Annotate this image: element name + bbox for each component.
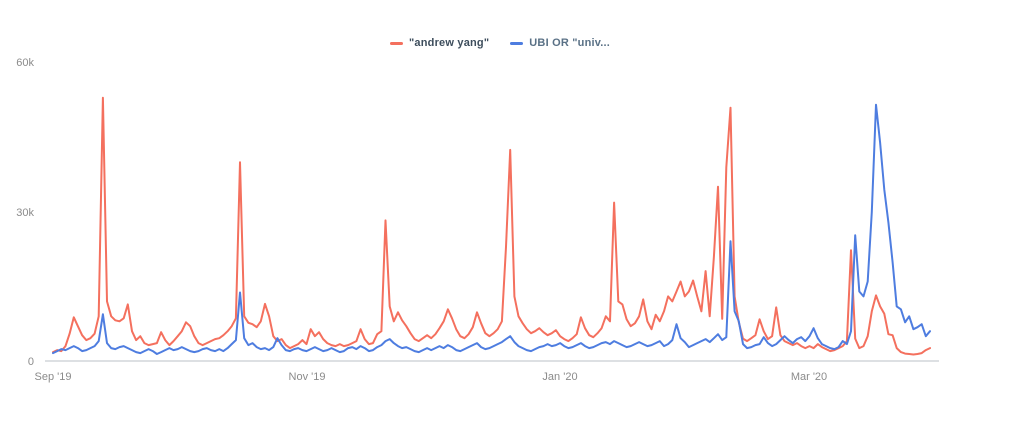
y-tick-0: 0: [27, 356, 34, 368]
legend-item-andrew-yang[interactable]: "andrew yang": [390, 37, 489, 49]
x-tick-sep19: Sep '19: [34, 371, 72, 383]
x-tick-mar20: Mar '20: [790, 371, 828, 383]
legend: "andrew yang" UBI OR "univ...: [390, 37, 610, 49]
x-tick-nov19: Nov '19: [288, 371, 326, 383]
y-tick-60k: 60k: [16, 57, 34, 69]
legend-label: "andrew yang": [409, 37, 490, 49]
legend-dash-blue-icon: [510, 41, 524, 45]
series-line-andrew-yang: [52, 96, 931, 356]
x-tick-jan20: Jan '20: [542, 371, 578, 383]
series-line-ubi: [52, 103, 931, 355]
y-tick-30k: 30k: [16, 207, 34, 219]
legend-item-ubi[interactable]: UBI OR "univ...: [510, 37, 610, 49]
legend-dash-red-icon: [390, 41, 403, 45]
legend-label: UBI OR "univ...: [529, 37, 611, 49]
